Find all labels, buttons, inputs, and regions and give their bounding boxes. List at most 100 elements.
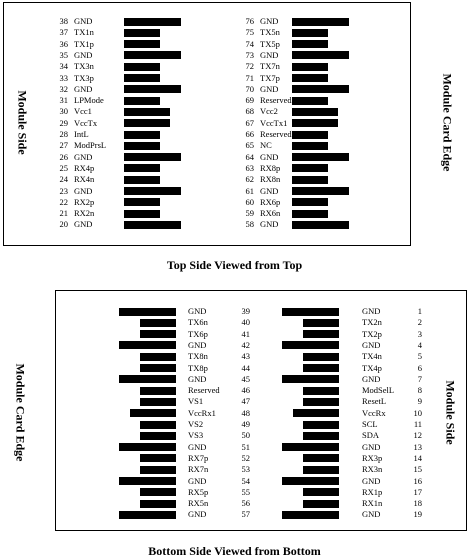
pin-row: 36 TX1p (0, 39, 469, 50)
pin-number: 23 (59, 185, 69, 196)
pin-name: RX4n (74, 174, 95, 185)
pin-row: 46 Reserved (0, 385, 469, 396)
pin-number: 49 (241, 419, 251, 429)
pin-name: GND (260, 16, 279, 26)
pin-number: 32 (59, 83, 69, 94)
pin-row: 17 RX1p (0, 487, 469, 498)
pin-row: 52 RX7p (0, 453, 469, 464)
pin-number: 36 (59, 38, 69, 49)
pin-number: 43 (241, 351, 251, 362)
pin-row: 43 TX8n (0, 351, 469, 362)
contact-pad (292, 40, 328, 49)
contact-pad (303, 465, 339, 474)
pin-name: GND (74, 83, 93, 94)
contact-pad (303, 386, 339, 395)
contact-pad (119, 341, 176, 350)
pin-number: 18 (413, 498, 423, 509)
pin-row: 2 TX2n (0, 317, 469, 328)
pin-number: 47 (241, 396, 251, 407)
contact-pad (124, 51, 181, 60)
contact-pad (292, 164, 328, 173)
pin-number: 3 (417, 328, 422, 339)
pin-row: 27 ModPrsL (0, 140, 469, 151)
contact-pad (292, 85, 349, 94)
pin-name: ModPrsL (74, 140, 107, 151)
pin-row: 37 TX1n (0, 27, 469, 38)
contact-pad (119, 443, 176, 452)
pin-row: 65 NC (0, 140, 469, 151)
pin-name: GND (362, 475, 381, 486)
pin-row: 53 RX7n (0, 464, 469, 475)
pin-name: VS3 (188, 430, 204, 441)
pin-row: 8 ModSelL (0, 385, 469, 396)
contact-pad (292, 107, 338, 116)
pin-row: 20 GND (0, 219, 469, 230)
contact-pad (292, 209, 328, 218)
pin-number: 57 (241, 509, 251, 520)
pin-name: GND (188, 373, 207, 384)
pin-name: TX6p (188, 328, 208, 339)
pin-name: VS2 (188, 419, 204, 429)
contact-pad (140, 397, 176, 406)
pin-row: 70 GND (0, 84, 469, 95)
contact-pad (303, 330, 339, 339)
pin-name: VS1 (188, 396, 204, 407)
contact-pad (124, 141, 160, 150)
pin-name: GND (188, 509, 207, 520)
pin-name: SDA (362, 430, 380, 441)
pin-row: 14 RX3p (0, 453, 469, 464)
pin-name: RX7n (188, 464, 209, 475)
pin-row: 58 GND (0, 219, 469, 230)
pin-name: GND (74, 219, 93, 230)
pin-number: 27 (59, 140, 69, 151)
pin-row: 3 TX2p (0, 329, 469, 340)
pin-name: IntL (74, 129, 89, 139)
pin-number: 60 (245, 196, 255, 207)
pin-name: TX3n (74, 61, 94, 72)
pin-name: RX8p (260, 162, 281, 173)
contact-pad (140, 454, 176, 463)
pin-row: 38 GND (0, 16, 469, 27)
pin-number: 25 (59, 162, 69, 173)
pin-row: 74 TX5p (0, 39, 469, 50)
pin-name: GND (74, 185, 93, 196)
contact-pad (303, 364, 339, 372)
pin-number: 69 (245, 95, 255, 106)
pin-name: Reserved (260, 129, 292, 139)
pin-number: 29 (59, 117, 69, 128)
pin-number: 39 (241, 306, 251, 316)
bottom-caption: Bottom Side Viewed from Bottom (148, 544, 321, 558)
contact-pad (292, 198, 328, 207)
contact-pad (292, 74, 328, 82)
pin-name: GND (188, 306, 207, 316)
contact-pad (282, 341, 339, 350)
pin-row: 9 ResetL (0, 396, 469, 407)
pin-number: 70 (245, 83, 255, 94)
contact-pad (282, 477, 339, 485)
pin-number: 21 (59, 208, 69, 219)
contact-pad (140, 330, 176, 339)
pin-number: 56 (241, 498, 251, 509)
bottom-side-diagram (55, 290, 467, 531)
pin-name: Vcc2 (260, 106, 278, 117)
contact-pad (292, 62, 328, 71)
pin-name: TX2n (362, 317, 382, 328)
pin-number: 8 (417, 385, 422, 396)
contact-pad (124, 130, 160, 139)
pin-name: GND (188, 475, 207, 486)
top-caption: Top Side Viewed from Top (166, 258, 303, 272)
pin-number: 33 (59, 72, 69, 83)
pin-number: 19 (413, 509, 423, 520)
pin-row: 54 GND (0, 476, 469, 487)
pin-row: 68 Vcc2 (0, 106, 469, 117)
pin-row: 41 TX6p (0, 329, 469, 340)
contact-pad (293, 409, 339, 418)
pin-number: 9 (417, 396, 422, 407)
pin-number: 52 (241, 452, 251, 463)
pin-name: GND (188, 441, 207, 452)
pin-name: RX5p (188, 486, 209, 497)
pin-row: 25 RX4p (0, 163, 469, 174)
pin-name: GND (74, 16, 93, 26)
pin-row: 7 GND (0, 374, 469, 385)
contact-pad (292, 220, 349, 229)
